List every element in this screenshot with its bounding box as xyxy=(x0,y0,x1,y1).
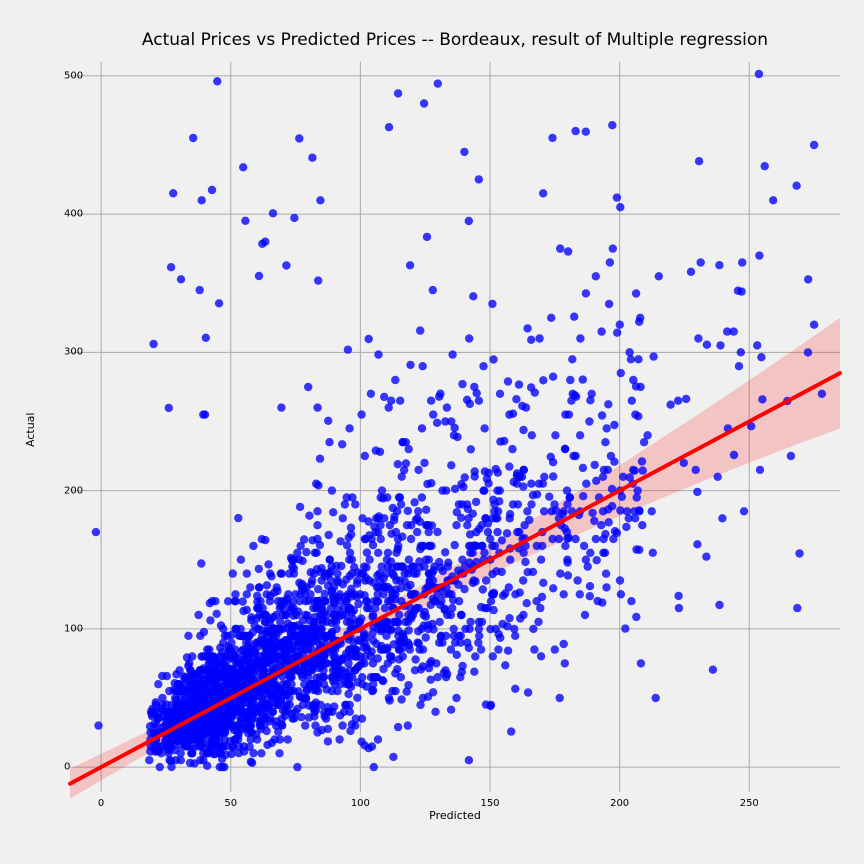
x-axis-label: Predicted xyxy=(70,809,840,822)
plot-area: Actual Prices vs Predicted Prices -- Bor… xyxy=(70,62,840,792)
regression-line xyxy=(70,62,840,792)
figure-root: Actual Prices vs Predicted Prices -- Bor… xyxy=(0,0,864,864)
x-tick-label: 100 xyxy=(351,798,370,809)
x-tick-label: 50 xyxy=(224,798,237,809)
x-tick-label: 150 xyxy=(480,798,499,809)
x-tick-label: 200 xyxy=(610,798,629,809)
chart-title: Actual Prices vs Predicted Prices -- Bor… xyxy=(70,30,840,50)
x-tick-label: 0 xyxy=(98,798,104,809)
x-tick-label: 250 xyxy=(740,798,759,809)
y-axis-label: Actual xyxy=(24,413,37,447)
